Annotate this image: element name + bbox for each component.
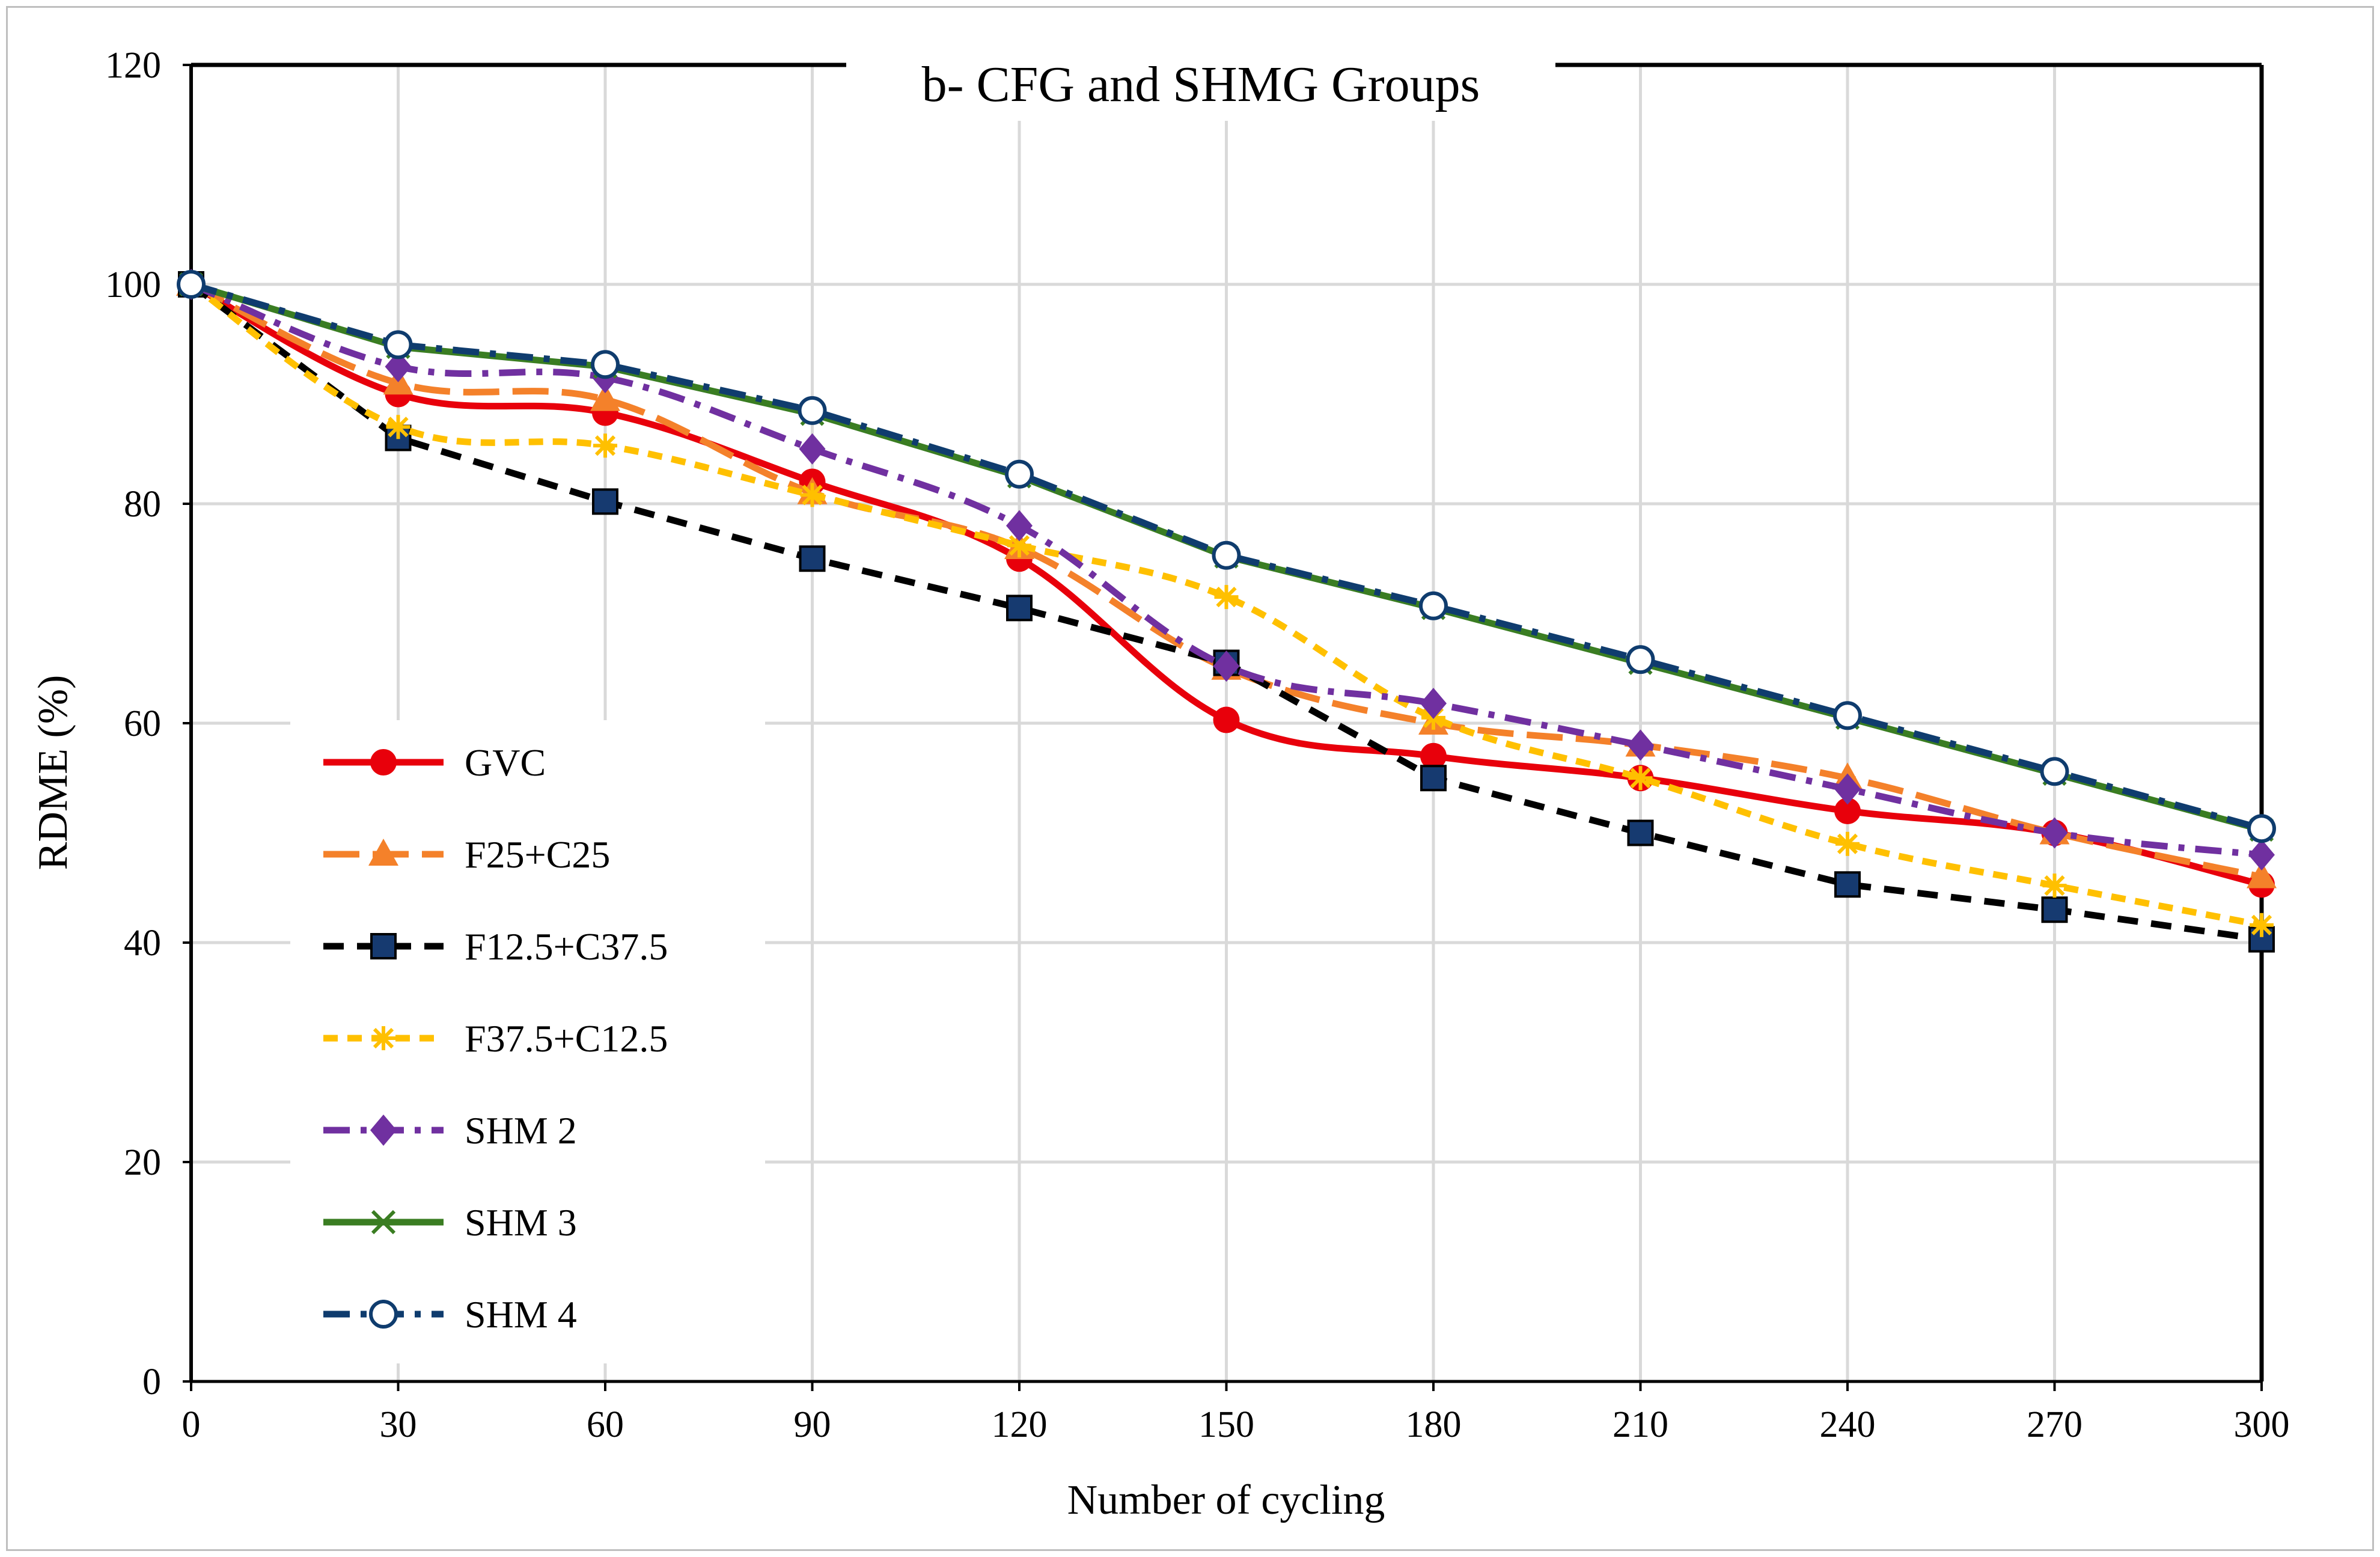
- data-point: [177, 270, 206, 299]
- chart-svg: 0 30 60 90 120 150 180 210 240 270 300 0 20 40 60 80 100…: [30, 45, 2290, 1523]
- x-tick-label: 270: [2027, 1404, 2082, 1445]
- data-point: [1420, 765, 1447, 792]
- data-point: [591, 350, 620, 379]
- legend-label: F37.5+C12.5: [465, 1017, 668, 1060]
- data-point: [2250, 913, 2274, 937]
- data-point: [1007, 533, 1031, 558]
- legend-label: F25+C25: [465, 833, 610, 876]
- y-tick-label: 120: [105, 45, 161, 86]
- series-line: [190, 281, 2263, 832]
- series-f37-5-c12-5: [179, 272, 2274, 937]
- data-point: [1627, 819, 1654, 846]
- data-point: [1834, 798, 1861, 824]
- y-tick-label: 60: [124, 703, 161, 744]
- data-point: [1420, 688, 1447, 720]
- x-tick-label: 60: [587, 1404, 624, 1445]
- chart-title-background: [846, 49, 1555, 121]
- data-point: [592, 488, 618, 515]
- legend-entry: GVC: [323, 741, 546, 784]
- series-line: [189, 281, 2263, 888]
- legend-marker: [370, 933, 397, 959]
- legend-entry: SHM 3: [323, 1201, 577, 1244]
- x-tick-label: 300: [2234, 1404, 2290, 1445]
- data-point: [1626, 645, 1655, 674]
- data-point: [2041, 896, 2068, 923]
- data-point: [1835, 831, 1860, 856]
- x-tick-label: 180: [1406, 1404, 1462, 1445]
- data-point: [383, 330, 413, 359]
- data-point: [2041, 817, 2068, 849]
- data-point: [2248, 839, 2275, 870]
- legend-label: F12.5+C37.5: [465, 925, 668, 968]
- x-tick-label: 150: [1198, 1404, 1254, 1445]
- chart-title: b- CFG and SHMG Groups: [922, 57, 1480, 112]
- legend-entry: F25+C25: [323, 833, 610, 876]
- data-point: [386, 415, 410, 439]
- series-line: [189, 281, 2262, 858]
- data-point: [1627, 729, 1654, 761]
- data-point: [2042, 873, 2067, 898]
- data-point: [1419, 591, 1448, 620]
- data-point: [1005, 459, 1034, 489]
- data-point: [800, 483, 825, 507]
- data-point: [1213, 650, 1240, 682]
- data-point: [799, 433, 826, 465]
- series-layer: [176, 269, 2277, 953]
- data-point: [1006, 510, 1033, 542]
- data-point: [1420, 742, 1447, 769]
- legend-entry: SHM 4: [323, 1293, 577, 1336]
- legend-entry: F12.5+C37.5: [323, 925, 668, 968]
- legend-marker: [369, 1300, 398, 1329]
- data-point: [593, 433, 617, 458]
- x-tick-label: 210: [1613, 1404, 1668, 1445]
- data-point: [1213, 706, 1240, 733]
- series-shm-4: [177, 270, 2276, 843]
- data-point: [1212, 540, 1241, 570]
- legend-label: SHM 2: [465, 1109, 577, 1152]
- legend-entry: SHM 2: [323, 1109, 577, 1152]
- legend: GVC F25+C25 F12.5+C37.5 F37.5+C12.5 SHM 2 SHM…: [290, 720, 765, 1363]
- data-point: [385, 350, 412, 382]
- tick-labels: 0 30 60 90 120 150 180 210 240 270 300 0 20 40 60 80 100…: [105, 45, 2290, 1445]
- legend-label: SHM 4: [465, 1293, 577, 1336]
- y-tick-label: 40: [124, 923, 161, 964]
- x-tick-label: 240: [1820, 1404, 1876, 1445]
- legend-marker: [370, 749, 397, 775]
- data-point: [799, 545, 826, 572]
- legend-marker: [371, 1210, 396, 1235]
- x-tick-label: 30: [380, 1404, 417, 1445]
- data-point: [1834, 773, 1861, 805]
- y-tick-label: 20: [124, 1142, 161, 1183]
- x-tick-label: 0: [182, 1404, 201, 1445]
- y-axis-title: RDME (%): [30, 675, 76, 870]
- x-axis-title: Number of cycling: [1067, 1477, 1385, 1523]
- series-line: [189, 281, 2263, 929]
- legend-entry: F37.5+C12.5: [323, 1017, 668, 1060]
- legend-marker: [371, 1026, 395, 1050]
- chart: 0 30 60 90 120 150 180 210 240 270 300 0 20 40 60 80 100…: [6, 6, 2374, 1551]
- data-point: [1006, 595, 1033, 622]
- data-point: [2040, 757, 2069, 786]
- legend-label: SHM 3: [465, 1201, 577, 1244]
- data-point: [590, 384, 620, 411]
- data-point: [1834, 871, 1861, 898]
- legend-marker: [370, 1115, 397, 1146]
- y-tick-label: 80: [124, 484, 161, 525]
- data-point: [2247, 861, 2277, 889]
- data-point: [798, 396, 827, 425]
- x-tick-label: 120: [992, 1404, 1048, 1445]
- data-point: [2247, 814, 2276, 843]
- legend-marker: [368, 839, 398, 866]
- y-tick-label: 100: [105, 265, 161, 305]
- y-tick-label: 0: [142, 1362, 161, 1403]
- data-point: [1628, 766, 1653, 791]
- data-point: [1214, 585, 1239, 610]
- legend-background: [290, 720, 765, 1363]
- x-tick-label: 90: [794, 1404, 831, 1445]
- legend-label: GVC: [465, 741, 546, 784]
- data-point: [1833, 701, 1862, 730]
